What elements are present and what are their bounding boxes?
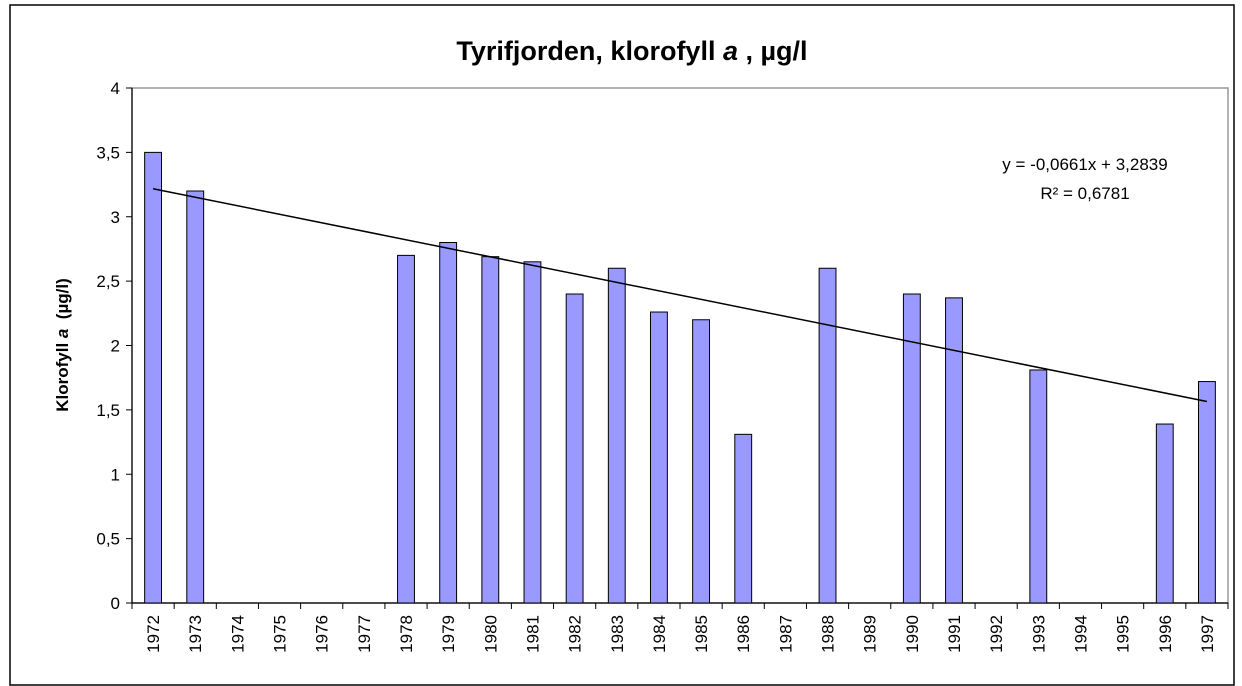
bar — [1029, 369, 1048, 604]
y-tick-label: 0 — [111, 594, 120, 613]
y-tick-label: 0,5 — [96, 530, 120, 549]
y-tick-label: 4 — [111, 79, 120, 98]
bar — [945, 297, 963, 604]
bar — [397, 254, 415, 604]
x-tick-label: 1979 — [439, 615, 458, 653]
title-part: Tyrifjorden, klorofyll — [456, 36, 723, 66]
y-axis-label: Klorofyll a (µg/l) — [53, 278, 72, 412]
x-tick-label: 1978 — [397, 615, 416, 653]
trendline — [152, 187, 1208, 403]
title-part: a — [723, 36, 738, 66]
x-tick-label: 1988 — [819, 615, 838, 653]
x-tick-label: 1996 — [1156, 615, 1175, 653]
label-part: Klorofyll — [53, 338, 72, 412]
bar — [186, 190, 205, 604]
x-tick-label: 1984 — [650, 615, 669, 653]
x-tick-label: 1991 — [945, 615, 964, 653]
x-tick-label: 1973 — [186, 615, 205, 653]
x-tick-label: 1993 — [1029, 615, 1048, 653]
x-tick-label: 1985 — [692, 615, 711, 653]
x-tick-label: 1989 — [861, 615, 880, 653]
chart-title: Tyrifjorden, klorofyll a , µg/l — [456, 36, 807, 66]
bar — [734, 433, 753, 604]
x-tick-label: 1994 — [1071, 615, 1090, 653]
x-tick-label: 1983 — [608, 615, 627, 653]
x-tick-label: 1995 — [1114, 615, 1133, 653]
y-tick-label: 3 — [111, 208, 120, 227]
bar — [1197, 381, 1216, 604]
x-tick-label: 1982 — [566, 615, 585, 653]
bar — [607, 267, 626, 604]
bar — [1155, 423, 1174, 604]
x-tick-label: 1997 — [1198, 615, 1217, 653]
x-tick-label: 1980 — [481, 615, 500, 653]
x-tick-label: 1992 — [987, 615, 1006, 653]
y-tick-label: 1,5 — [96, 401, 120, 420]
x-tick-label: 1976 — [313, 615, 332, 653]
bar — [523, 261, 542, 604]
x-tick-label: 1977 — [355, 615, 374, 653]
y-tick-label: 3,5 — [96, 143, 120, 162]
x-tick-label: 1986 — [734, 615, 753, 653]
x-tick-label: 1974 — [228, 615, 247, 653]
bar — [439, 242, 458, 604]
label-part: a — [53, 329, 72, 338]
x-tick-label: 1972 — [144, 615, 163, 653]
bar — [649, 311, 668, 604]
bar — [692, 319, 711, 604]
bar — [565, 293, 584, 604]
bar — [144, 151, 163, 604]
bar — [481, 256, 500, 604]
y-tick-label: 2,5 — [96, 272, 120, 291]
x-tick-label: 1975 — [271, 615, 290, 653]
trendline-equation: y = -0,0661x + 3,2839 — [1002, 155, 1167, 174]
x-tick-label: 1987 — [776, 615, 795, 653]
x-tick-label: 1981 — [523, 615, 542, 653]
bar — [902, 293, 921, 604]
bar — [818, 267, 837, 604]
y-tick-label: 1 — [111, 465, 120, 484]
title-part: , µg/l — [738, 36, 808, 66]
label-part: (µg/l) — [53, 278, 72, 328]
trendline-r2: R² = 0,6781 — [1040, 184, 1129, 203]
y-tick-label: 2 — [111, 337, 120, 356]
x-tick-label: 1990 — [903, 615, 922, 653]
